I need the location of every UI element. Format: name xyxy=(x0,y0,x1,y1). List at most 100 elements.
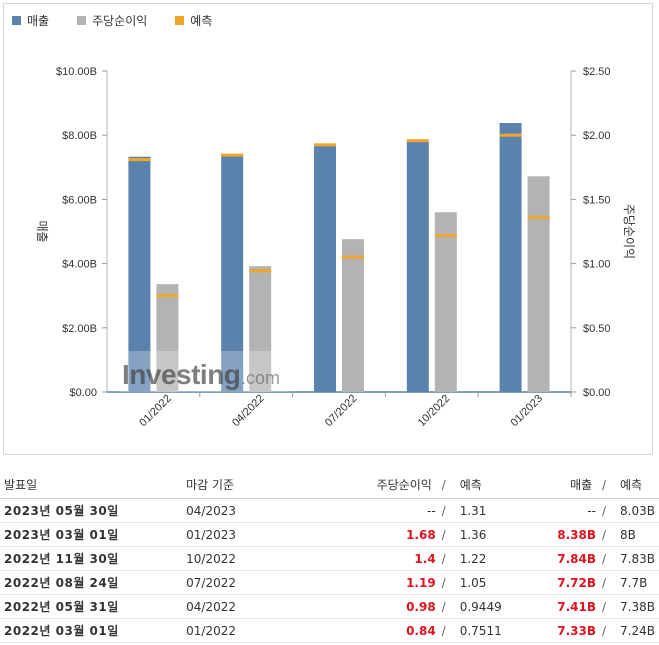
left-tick-label: $10.00B xyxy=(56,66,97,78)
header-date[interactable]: 발표일 xyxy=(0,470,183,499)
row-eps-value: 1.68 xyxy=(406,527,436,542)
row-date: 2022년 03월 01일 xyxy=(0,618,183,643)
row-revenue-forecast: 8.03B xyxy=(616,498,659,523)
header-eps-label: 주당순이익 xyxy=(376,477,432,492)
row-eps: 0.98 / xyxy=(289,594,456,619)
x-tick-label: 10/2022 xyxy=(416,393,453,430)
table-row: 2022년 05월 31일 04/2022 0.98 / 0.9449 7.41B / 7.3… xyxy=(0,594,659,619)
row-eps-forecast: 1.31 xyxy=(455,498,524,523)
row-revenue-slash: / xyxy=(602,503,607,518)
header-eps-forecast[interactable]: 예측 xyxy=(455,470,524,499)
row-period: 04/2022 xyxy=(182,594,290,619)
eps-bar xyxy=(527,176,550,392)
row-revenue-forecast: 7.7B xyxy=(616,570,659,595)
x-tick-label: 01/2022 xyxy=(137,393,174,430)
row-eps-value: 0.98 xyxy=(406,599,436,614)
chart-legend: 매출 주당순이익 예측 xyxy=(12,12,212,29)
row-revenue-slash: / xyxy=(602,599,607,614)
svg-text:.com: .com xyxy=(241,368,280,388)
right-tick-label: $2.50 xyxy=(583,66,611,78)
row-revenue: -- / xyxy=(523,498,617,523)
x-tick-label: 01/2023 xyxy=(509,393,546,430)
revenue-forecast-marker xyxy=(406,139,429,143)
row-eps-slash: / xyxy=(441,527,446,542)
row-eps: 1.68 / xyxy=(289,522,456,547)
left-tick-label: $0.00 xyxy=(69,387,97,399)
revenue-bar xyxy=(314,144,336,392)
row-revenue-value: 7.72B xyxy=(557,575,596,590)
row-eps-forecast: 0.9449 xyxy=(455,594,524,619)
revenue-bar xyxy=(128,156,151,392)
row-date: 2022년 11월 30일 xyxy=(0,546,183,571)
row-revenue-value: 7.33B xyxy=(557,623,596,638)
right-tick-label: $0.00 xyxy=(583,387,611,399)
row-eps-slash: / xyxy=(441,503,446,518)
row-revenue-value: 8.38B xyxy=(557,527,596,542)
row-period: 07/2022 xyxy=(182,570,290,595)
row-eps-slash: / xyxy=(441,575,446,590)
right-tick-label: $0.50 xyxy=(583,323,611,335)
right-tick-label: $2.00 xyxy=(583,130,611,142)
row-revenue-value: 7.41B xyxy=(557,599,596,614)
row-eps-value: 1.4 xyxy=(414,551,436,566)
row-eps-forecast: 0.7511 xyxy=(455,618,524,643)
left-tick-label: $8.00B xyxy=(62,130,97,142)
row-revenue-slash: / xyxy=(602,623,607,638)
row-eps-forecast: 1.05 xyxy=(455,570,524,595)
eps-bar xyxy=(249,266,272,392)
table-row: 2023년 03월 01일 01/2023 1.68 / 1.36 8.38B / 8B xyxy=(0,522,659,547)
header-revenue-slash: / xyxy=(602,477,607,492)
eps-bar xyxy=(434,212,457,392)
row-revenue: 7.84B / xyxy=(523,546,617,571)
revenue-bar xyxy=(406,140,429,392)
investing-watermark-logo: Investing .com xyxy=(119,351,289,392)
header-period[interactable]: 마감 기준 xyxy=(182,470,290,499)
row-revenue-forecast: 7.38B xyxy=(616,594,659,619)
row-period: 01/2022 xyxy=(182,618,290,643)
eps-bar xyxy=(342,239,364,392)
revenue-forecast-marker xyxy=(221,153,244,157)
row-revenue-forecast: 8B xyxy=(616,522,659,547)
legend-eps[interactable]: 주당순이익 xyxy=(77,12,147,29)
legend-revenue[interactable]: 매출 xyxy=(12,12,49,29)
row-eps-slash: / xyxy=(441,551,446,566)
row-revenue-slash: / xyxy=(602,575,607,590)
row-date: 2022년 08월 24일 xyxy=(0,570,183,595)
x-tick-label: 07/2022 xyxy=(323,393,360,430)
header-revenue-forecast[interactable]: 예측 xyxy=(616,470,659,499)
table-row: 2022년 08월 24일 07/2022 1.19 / 1.05 7.72B / 7.7B xyxy=(0,570,659,595)
row-revenue: 7.33B / xyxy=(523,618,617,643)
header-eps-slash: / xyxy=(441,477,446,492)
revenue-swatch-icon xyxy=(12,16,21,25)
row-revenue: 7.41B / xyxy=(523,594,617,619)
left-tick-label: $6.00B xyxy=(62,194,97,206)
row-period: 01/2023 xyxy=(182,522,290,547)
row-date: 2022년 05월 31일 xyxy=(0,594,183,619)
row-date: 2023년 03월 01일 xyxy=(0,522,183,547)
row-revenue-forecast: 7.83B xyxy=(616,546,659,571)
row-eps-slash: / xyxy=(441,623,446,638)
row-period: 10/2022 xyxy=(182,546,290,571)
row-revenue-value: -- xyxy=(587,503,596,518)
row-revenue-forecast: 7.24B xyxy=(616,618,659,643)
legend-revenue-label: 매출 xyxy=(27,14,50,28)
legend-forecast[interactable]: 예측 xyxy=(175,12,212,29)
revenue-bar xyxy=(221,154,244,392)
row-eps-value: 0.84 xyxy=(406,623,436,638)
eps-forecast-marker xyxy=(249,269,272,273)
x-tick-label: 04/2022 xyxy=(230,393,267,430)
table-row: 2023년 05월 30일 04/2023 -- / 1.31 -- / 8.03B xyxy=(0,498,659,523)
row-date: 2023년 05월 30일 xyxy=(0,498,183,523)
row-eps: 1.19 / xyxy=(289,570,456,595)
row-eps-forecast: 1.22 xyxy=(455,546,524,571)
row-eps: 0.84 / xyxy=(289,618,456,643)
table-row: 2022년 11월 30일 10/2022 1.4 / 1.22 7.84B / 7.83B xyxy=(0,546,659,571)
forecast-swatch-icon xyxy=(175,16,185,25)
header-revenue[interactable]: 매출 / xyxy=(523,470,617,499)
revenue-forecast-marker xyxy=(314,143,336,147)
header-eps[interactable]: 주당순이익 / xyxy=(289,470,456,499)
table-row: 2022년 03월 01일 01/2022 0.84 / 0.7511 7.33B / 7.2… xyxy=(0,618,659,643)
eps-forecast-marker xyxy=(527,215,550,219)
legend-eps-label: 주당순이익 xyxy=(92,14,148,28)
earnings-chart-panel: 매출 주당순이익 예측 $0.00 $2.00B $4.00B $6.00B $8.00… xyxy=(3,3,653,455)
